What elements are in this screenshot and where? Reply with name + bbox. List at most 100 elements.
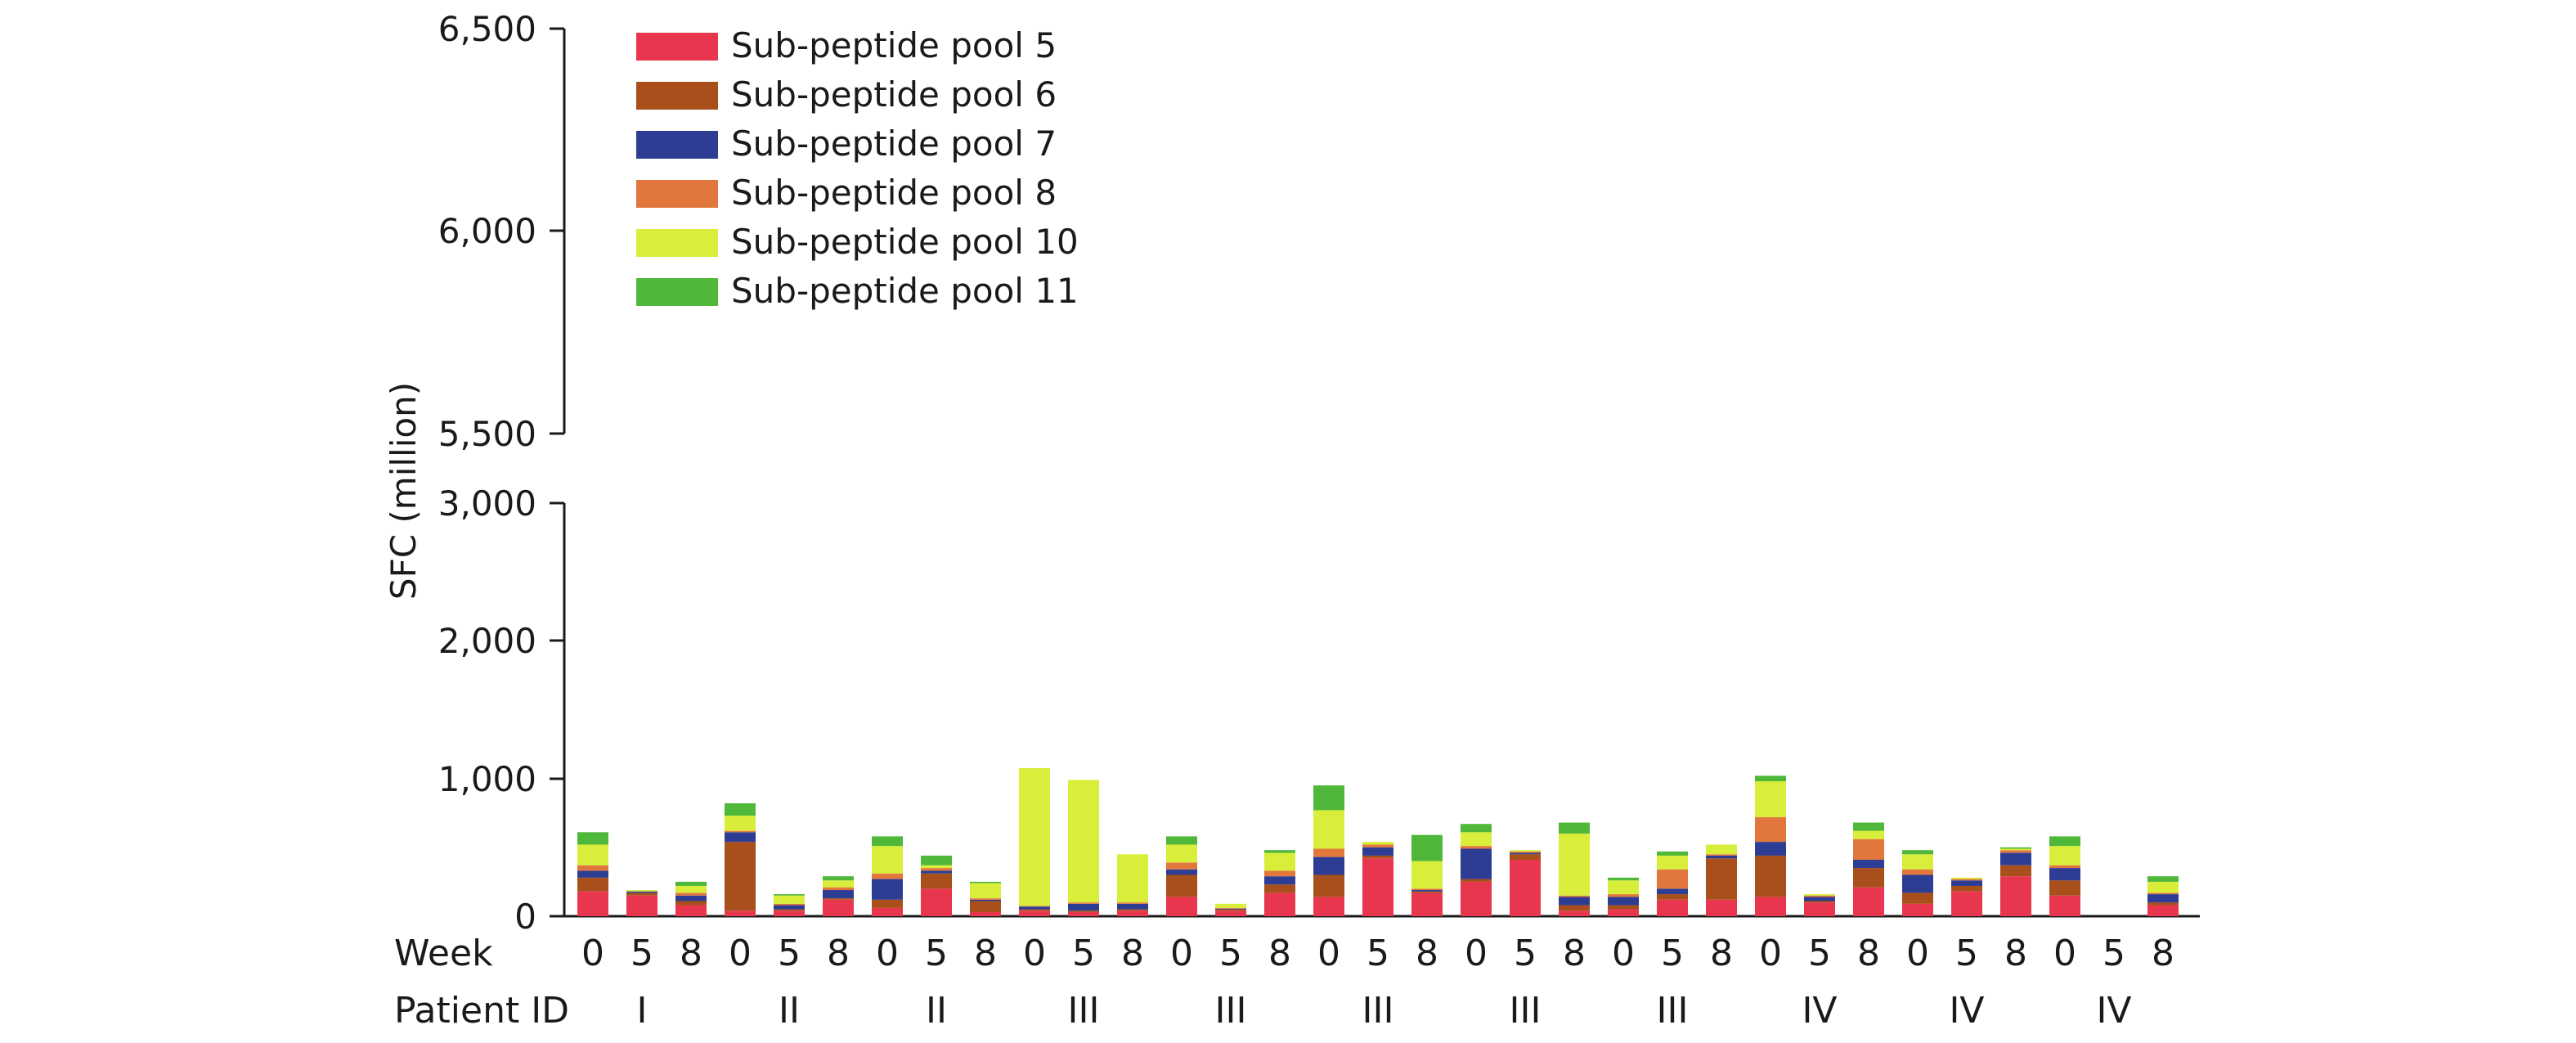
bar-segment-15-series-4 [1313, 810, 1344, 849]
patient-label-1: II [779, 990, 800, 1032]
patient-label-7: III [1657, 990, 1689, 1032]
bar-segment-21-series-5 [1608, 877, 1639, 881]
bar-segment-25-series-1 [1804, 901, 1835, 903]
bar-segment-23-series-2 [1706, 855, 1737, 859]
bar-segment-5-series-5 [823, 876, 854, 881]
bar-segment-27-series-5 [1902, 850, 1933, 855]
bar-segment-27-series-0 [1902, 903, 1933, 916]
bar-segment-14-series-4 [1264, 852, 1295, 871]
week-label-19: 5 [1514, 933, 1537, 974]
bar-segment-30-series-0 [2049, 895, 2080, 916]
bar-segment-13-series-0 [1215, 910, 1246, 916]
bar-segment-29-series-3 [2000, 850, 2031, 853]
week-label-17: 8 [1416, 933, 1438, 974]
bar-segment-25-series-3 [1804, 895, 1835, 897]
bar-segment-9-series-2 [1019, 906, 1050, 910]
bar-segment-23-series-0 [1706, 899, 1737, 916]
bar-segment-12-series-2 [1166, 869, 1197, 875]
bar-segment-6-series-5 [872, 836, 903, 847]
patient-label-2: II [926, 990, 947, 1032]
bar-segment-11-series-0 [1117, 910, 1148, 916]
bar-segment-30-series-3 [2049, 865, 2080, 869]
bar-segment-6-series-0 [872, 907, 903, 916]
patient-labels-group: I II II III III III III III IV IV IV [637, 990, 2132, 1032]
patient-label-8: IV [1802, 990, 1837, 1032]
bar-segment-14-series-2 [1264, 876, 1295, 885]
bar-segment-18-series-3 [1461, 846, 1492, 849]
bar-segment-18-series-0 [1461, 881, 1492, 916]
bar-segment-28-series-2 [1951, 880, 1982, 886]
bar-segment-29-series-4 [2000, 848, 2031, 851]
bar-segment-23-series-3 [1706, 854, 1737, 856]
week-label-2: 8 [680, 933, 702, 974]
bar-segment-11-series-1 [1117, 909, 1148, 911]
bar-segment-15-series-2 [1313, 856, 1344, 875]
week-label-23: 8 [1710, 933, 1733, 974]
bar-segment-27-series-2 [1902, 874, 1933, 893]
bar-segment-18-series-5 [1461, 824, 1492, 833]
week-label-14: 8 [1268, 933, 1291, 974]
legend-swatch-3 [636, 180, 718, 208]
bar-segment-11-series-2 [1117, 903, 1148, 910]
bar-segment-30-series-1 [2049, 880, 2080, 896]
bar-segment-24-series-0 [1755, 897, 1786, 916]
bar-segment-9-series-1 [1019, 909, 1050, 911]
bar-segment-19-series-3 [1510, 851, 1541, 853]
bar-segment-17-series-2 [1411, 890, 1443, 892]
bar-segment-30-series-5 [2049, 836, 2080, 847]
bar-segment-12-series-3 [1166, 862, 1197, 870]
bar-segment-10-series-4 [1068, 780, 1099, 903]
bar-segment-32-series-1 [2147, 902, 2179, 906]
week-label-0: 0 [581, 933, 604, 974]
bar-segment-22-series-3 [1657, 869, 1688, 889]
legend-label-3: Sub-peptide pool 8 [731, 173, 1057, 213]
bar-segment-4-series-3 [774, 903, 805, 906]
week-label-15: 0 [1317, 933, 1340, 974]
bar-segment-0-series-3 [577, 865, 608, 871]
legend-label-5: Sub-peptide pool 11 [731, 271, 1079, 311]
bar-segment-8-series-1 [970, 901, 1001, 912]
bar-segment-21-series-2 [1608, 897, 1639, 906]
week-label-18: 0 [1465, 933, 1488, 974]
patient-label-6: III [1510, 990, 1542, 1032]
bar-segment-20-series-5 [1559, 822, 1590, 834]
bar-segment-15-series-3 [1313, 848, 1344, 857]
bar-segment-26-series-2 [1853, 859, 1884, 869]
bar-segment-14-series-3 [1264, 870, 1295, 877]
bar-segment-28-series-1 [1951, 885, 1982, 892]
bar-segment-11-series-3 [1117, 902, 1148, 904]
week-label-13: 5 [1219, 933, 1242, 974]
bar-segment-23-series-4 [1706, 844, 1737, 855]
bar-segment-26-series-5 [1853, 822, 1884, 831]
week-label-1: 5 [631, 933, 653, 974]
week-label-20: 8 [1563, 933, 1586, 974]
bar-segment-5-series-1 [823, 898, 854, 900]
bar-segment-8-series-2 [970, 899, 1001, 901]
legend: Sub-peptide pool 5 Sub-peptide pool 6 Sub-… [636, 25, 1079, 311]
bar-segment-29-series-1 [2000, 865, 2031, 877]
bar-segment-3-series-5 [725, 802, 756, 816]
bar-segment-17-series-1 [1411, 891, 1443, 893]
bar-segment-7-series-2 [921, 870, 952, 874]
legend-swatch-2 [636, 131, 718, 159]
bar-segment-19-series-1 [1510, 854, 1541, 860]
bar-segment-12-series-4 [1166, 844, 1197, 863]
patient-label-9: IV [1949, 990, 1984, 1032]
week-label-11: 8 [1121, 933, 1144, 974]
bar-segment-22-series-2 [1657, 888, 1688, 895]
bar-segment-24-series-4 [1755, 781, 1786, 817]
bar-segment-27-series-3 [1902, 869, 1933, 875]
bar-segment-8-series-0 [970, 911, 1001, 916]
bar-segment-18-series-2 [1461, 848, 1492, 879]
bar-segment-1-series-4 [626, 890, 657, 892]
bar-segment-12-series-0 [1166, 897, 1197, 916]
bar-segment-15-series-0 [1313, 897, 1344, 916]
lower-tick-label-1000: 1,000 [438, 759, 536, 799]
bar-segment-28-series-4 [1951, 877, 1982, 879]
week-label-30: 0 [2053, 933, 2076, 974]
bar-segment-26-series-3 [1853, 838, 1884, 860]
lower-tick-label-2000: 2,000 [438, 621, 536, 661]
bar-segment-4-series-1 [774, 909, 805, 911]
bar-segment-15-series-1 [1313, 874, 1344, 897]
bar-segment-7-series-4 [921, 865, 952, 869]
